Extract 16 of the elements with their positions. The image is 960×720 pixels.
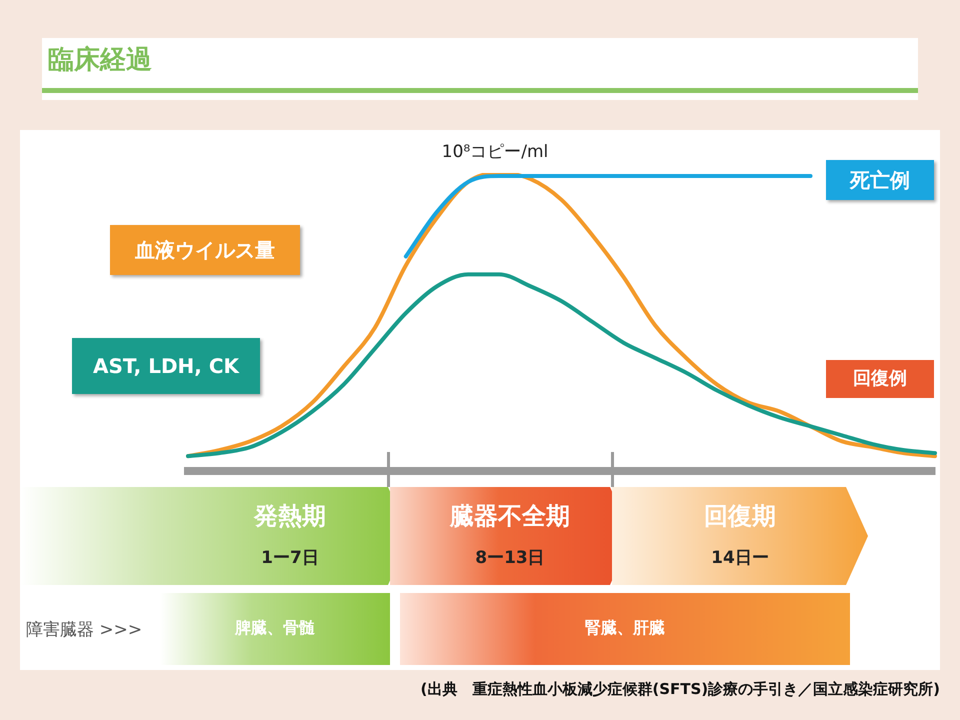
text: 10⁸コピー/ml — [440, 141, 550, 163]
text: (出典 重症熱性血小板減少症候群(SFTS)診療の手引き／国立感染症研究所) — [419, 680, 940, 699]
text: 8ー13日 — [474, 547, 546, 569]
series-label: 死亡例 — [826, 160, 934, 200]
chart-title: 臨床経過 — [48, 44, 152, 77]
text: 14日ー — [710, 547, 770, 569]
annotation: 回復例 — [826, 360, 934, 398]
text: 1ー7日 — [260, 547, 320, 569]
text: 発熱期 — [252, 501, 327, 532]
text: AST, LDH, CK — [72, 338, 260, 394]
text: 脾臓、骨髄 — [234, 618, 316, 639]
text: 血液ウイルス量 — [110, 225, 300, 275]
text: 腎臓、肝臓 — [584, 618, 666, 639]
text: 障害臓器 >>> — [26, 619, 144, 641]
text: 臓器不全期 — [448, 501, 571, 532]
text: 回復期 — [703, 501, 777, 532]
